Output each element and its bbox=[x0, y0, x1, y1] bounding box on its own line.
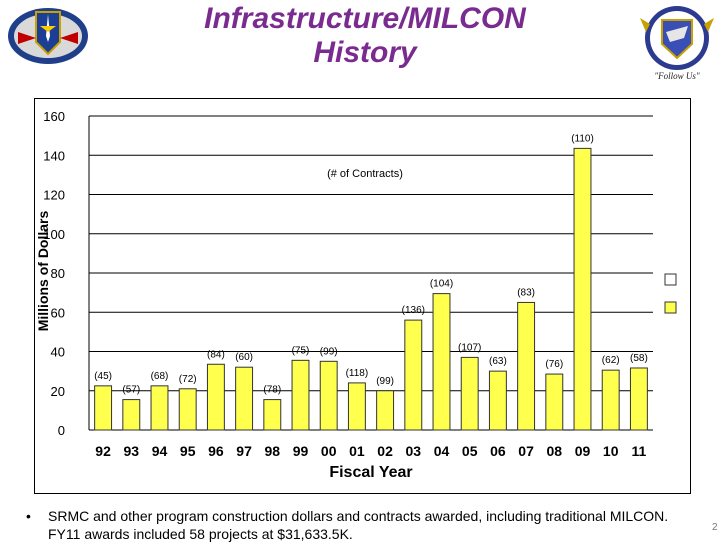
x-tick-label: 08 bbox=[547, 443, 563, 459]
y-tick-label: 100 bbox=[43, 227, 65, 242]
x-tick-label: 03 bbox=[406, 443, 422, 459]
contract-count-label: (62) bbox=[602, 355, 620, 366]
contract-count-label: (58) bbox=[630, 353, 648, 364]
contract-count-label: (118) bbox=[346, 368, 369, 379]
x-tick-label: 02 bbox=[377, 443, 393, 459]
contract-count-label: (76) bbox=[545, 359, 563, 370]
contract-count-label: (99) bbox=[320, 346, 338, 357]
x-axis-label: Fiscal Year bbox=[329, 464, 412, 481]
x-tick-label: 04 bbox=[434, 443, 450, 459]
air-combat-command-logo bbox=[8, 8, 88, 64]
bar-05 bbox=[460, 356, 479, 431]
logo-motto: "Follow Us" bbox=[654, 71, 700, 81]
chart-annotation: (# of Contracts) bbox=[327, 168, 403, 180]
x-tick-label: 97 bbox=[236, 443, 252, 459]
unit-crest-logo: "Follow Us" bbox=[640, 6, 714, 81]
contract-count-label: (110) bbox=[571, 133, 594, 144]
x-tick-label: 09 bbox=[575, 443, 591, 459]
slide-title: Infrastructure/MILCON History bbox=[100, 2, 630, 70]
y-tick-label: 40 bbox=[51, 345, 65, 360]
bar-99 bbox=[291, 359, 310, 431]
contract-count-label: (72) bbox=[179, 374, 197, 385]
y-tick-label: 160 bbox=[43, 109, 65, 124]
bar-95 bbox=[178, 388, 197, 431]
x-tick-label: 98 bbox=[265, 443, 281, 459]
page-number: 2 bbox=[712, 522, 718, 533]
bar-98 bbox=[263, 399, 282, 431]
y-tick-label: 0 bbox=[58, 423, 65, 438]
contract-count-label: (104) bbox=[430, 279, 453, 290]
bar-03 bbox=[404, 319, 423, 431]
legend-swatch-empty bbox=[664, 273, 677, 286]
bar-02 bbox=[376, 390, 395, 431]
x-tick-label: 07 bbox=[518, 443, 534, 459]
y-tick-label: 120 bbox=[43, 188, 65, 203]
contract-count-label: (136) bbox=[402, 305, 425, 316]
contract-count-label: (84) bbox=[207, 349, 225, 360]
contract-count-label: (45) bbox=[94, 371, 112, 382]
title-line-2: History bbox=[313, 36, 417, 69]
x-tick-label: 95 bbox=[180, 443, 196, 459]
x-tick-label: 92 bbox=[95, 443, 111, 459]
bar-00 bbox=[319, 360, 338, 431]
contract-count-label: (83) bbox=[517, 287, 535, 298]
x-tick-label: 10 bbox=[603, 443, 619, 459]
contract-count-label: (68) bbox=[151, 371, 169, 382]
y-tick-label: 20 bbox=[51, 384, 65, 399]
x-tick-label: 94 bbox=[152, 443, 168, 459]
x-tick-label: 11 bbox=[631, 443, 646, 459]
bar-09 bbox=[573, 147, 592, 431]
bar-chart: 020406080100120140160(45)92(57)93(68)94(… bbox=[35, 109, 677, 481]
x-tick-label: 00 bbox=[321, 443, 337, 459]
contract-count-label: (60) bbox=[235, 352, 253, 363]
y-axis-label: Millions of Dollars bbox=[35, 211, 51, 332]
x-tick-label: 96 bbox=[208, 443, 224, 459]
bullet-dot: • bbox=[26, 508, 31, 524]
bar-94 bbox=[150, 385, 169, 431]
bar-07 bbox=[517, 301, 536, 431]
bar-96 bbox=[206, 363, 225, 431]
y-tick-label: 80 bbox=[51, 266, 65, 281]
bar-11 bbox=[629, 367, 648, 431]
bar-01 bbox=[347, 382, 366, 431]
contract-count-label: (63) bbox=[489, 356, 507, 367]
contract-count-label: (99) bbox=[376, 376, 394, 387]
y-tick-label: 140 bbox=[43, 148, 65, 163]
bar-06 bbox=[488, 370, 507, 431]
bar-04 bbox=[432, 293, 451, 431]
contract-count-label: (78) bbox=[263, 385, 281, 396]
bar-10 bbox=[601, 369, 620, 431]
y-tick-label: 60 bbox=[51, 305, 65, 320]
x-tick-label: 99 bbox=[293, 443, 309, 459]
x-tick-label: 01 bbox=[349, 443, 365, 459]
x-tick-label: 06 bbox=[490, 443, 506, 459]
bar-93 bbox=[122, 399, 141, 431]
contract-count-label: (75) bbox=[292, 345, 310, 356]
bar-97 bbox=[235, 366, 254, 431]
bar-92 bbox=[94, 385, 113, 431]
x-tick-label: 05 bbox=[462, 443, 478, 459]
bullet-text: SRMC and other program construction doll… bbox=[48, 508, 669, 542]
legend-swatch-yellow bbox=[664, 301, 677, 314]
contract-count-label: (107) bbox=[458, 342, 481, 353]
title-line-1: Infrastructure/MILCON bbox=[204, 2, 526, 35]
x-tick-label: 93 bbox=[124, 443, 140, 459]
contract-count-label: (57) bbox=[122, 385, 140, 396]
chart-frame: 0 20 40 60 80 100 120 140 160 (45) 92 (57) 93 (68) 94(… bbox=[34, 98, 691, 494]
bar-08 bbox=[545, 373, 564, 431]
